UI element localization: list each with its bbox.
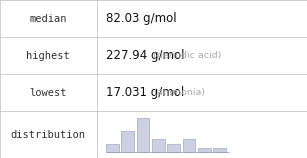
Bar: [167, 144, 180, 152]
Text: (ammonia): (ammonia): [153, 88, 205, 97]
Bar: [137, 118, 149, 152]
Bar: [198, 148, 211, 152]
Text: median: median: [29, 14, 67, 24]
Bar: [183, 139, 195, 152]
Bar: [106, 144, 119, 152]
Text: 227.94 g/mol: 227.94 g/mol: [106, 49, 185, 62]
Text: lowest: lowest: [29, 88, 67, 98]
Bar: [152, 139, 165, 152]
Text: (periodic acid): (periodic acid): [153, 51, 221, 60]
Text: highest: highest: [26, 51, 70, 61]
Text: distribution: distribution: [11, 130, 86, 140]
Text: 17.031 g/mol: 17.031 g/mol: [106, 86, 184, 99]
Text: 82.03 g/mol: 82.03 g/mol: [106, 12, 177, 25]
Bar: [121, 131, 134, 152]
Bar: [213, 148, 226, 152]
